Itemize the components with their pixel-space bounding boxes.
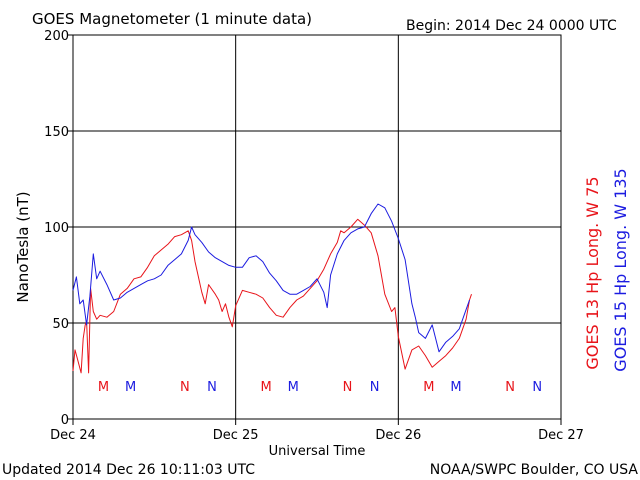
noon-marker: N	[343, 380, 353, 395]
y-axis-ticks: 0 50 100 150 200	[44, 29, 73, 428]
noon-marker: N	[532, 380, 542, 395]
x-tick-label: Dec 24	[50, 428, 96, 443]
y-tick-label: 150	[44, 125, 69, 140]
midnight-marker: M	[98, 380, 109, 395]
noon-marker: N	[180, 380, 190, 395]
series-line-goes15	[72, 203, 470, 353]
y-tick-label: 50	[52, 317, 69, 332]
series-line-goes13	[72, 218, 472, 374]
series-lines	[72, 203, 472, 374]
noon-marker: N	[505, 380, 515, 395]
midnight-marker: M	[288, 380, 299, 395]
x-axis-label: Universal Time	[269, 444, 366, 459]
updated-timestamp: Updated 2014 Dec 26 10:11:03 UTC	[2, 462, 255, 478]
noon-marker: N	[370, 380, 380, 395]
noon-marker: N	[207, 380, 217, 395]
x-axis-ticks: Dec 24 Dec 25 Dec 26 Dec 27	[50, 419, 584, 443]
y-tick-label: 0	[61, 413, 69, 428]
midnight-marker: M	[423, 380, 434, 395]
x-tick-label: Dec 27	[538, 428, 584, 443]
y-tick-label: 200	[44, 29, 69, 44]
y-axis-label: NanoTesla (nT)	[14, 191, 32, 302]
grid-lines	[73, 35, 561, 419]
chart-title: GOES Magnetometer (1 minute data)	[32, 10, 312, 28]
begin-label: Begin: 2014 Dec 24 0000 UTC	[406, 18, 617, 34]
source-credit: NOAA/SWPC Boulder, CO USA	[430, 462, 639, 478]
midnight-marker: M	[450, 380, 461, 395]
midnight-marker: M	[261, 380, 272, 395]
y-tick-label: 100	[44, 221, 69, 236]
legend-goes13: GOES 13 Hp Long. W 75	[583, 176, 602, 369]
x-tick-label: Dec 25	[213, 428, 259, 443]
midnight-marker: M	[125, 380, 136, 395]
x-tick-label: Dec 26	[375, 428, 421, 443]
legend-goes15: GOES 15 Hp Long. W 135	[611, 168, 630, 371]
